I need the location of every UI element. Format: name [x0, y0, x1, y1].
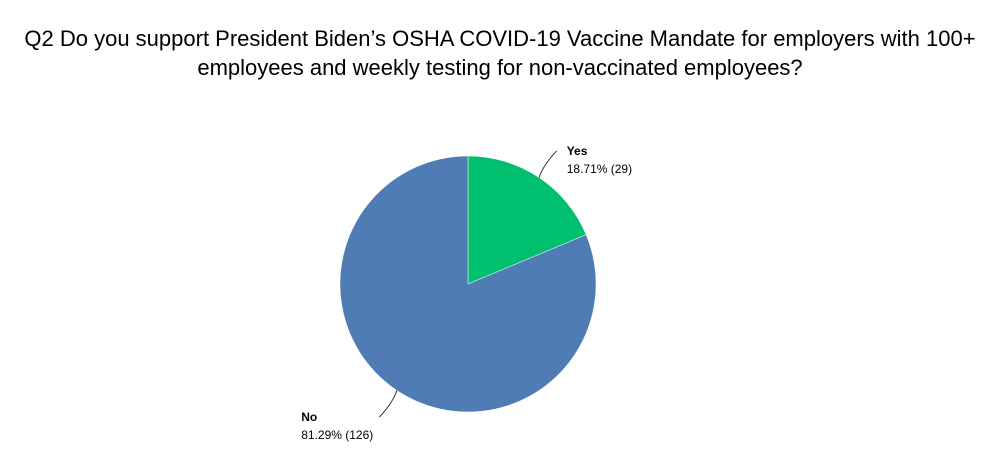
value-label: 81.29% (126): [301, 428, 373, 442]
leader-line: [538, 150, 558, 178]
chart-title: Q2 Do you support President Biden’s OSHA…: [24, 26, 976, 80]
value-label: 18.71% (29): [567, 162, 632, 176]
leader-line: [378, 390, 398, 418]
slice-label: Yes: [567, 144, 588, 158]
slice-label: No: [301, 410, 317, 424]
